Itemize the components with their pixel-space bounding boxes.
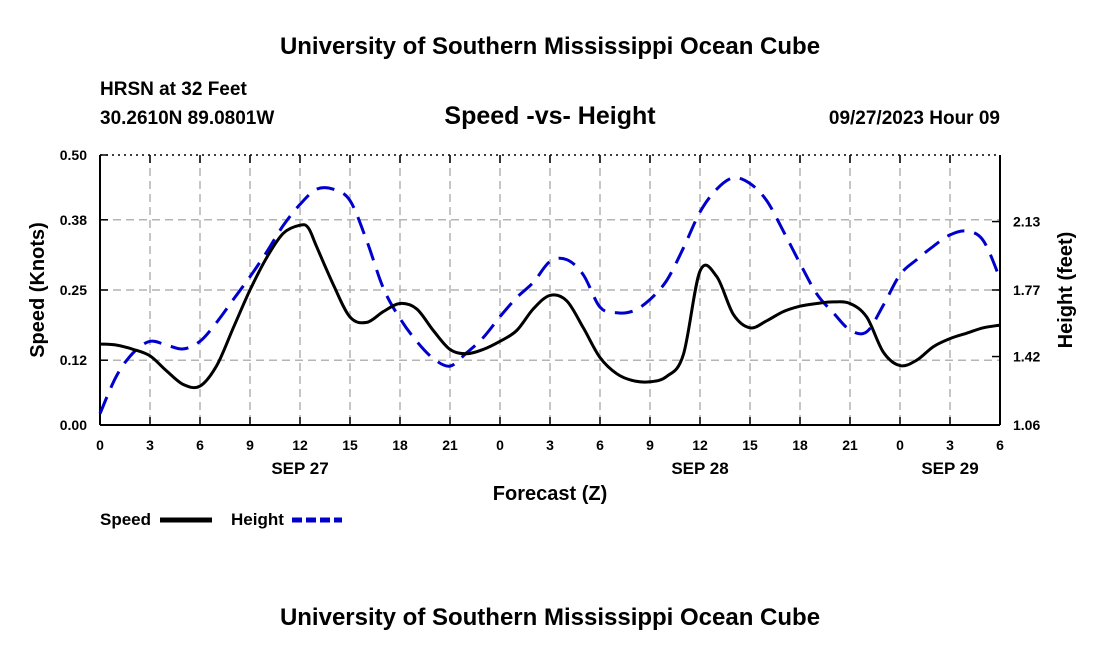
height-series-line	[98, 176, 1002, 415]
x-tick-label: 0	[96, 437, 104, 453]
x-tick-label: 9	[246, 437, 254, 453]
x-tick-label: 21	[842, 437, 858, 453]
station-label: HRSN at 32 Feet	[100, 79, 247, 100]
legend: Speed Height	[100, 510, 342, 529]
y-tick-label: 0.38	[60, 212, 87, 228]
x-tick-label: 18	[392, 437, 408, 453]
plot-title: Speed -vs- Height	[444, 102, 656, 130]
x-tick-label: 15	[742, 437, 758, 453]
x-tick-label: 6	[596, 437, 604, 453]
x-tick-label: 3	[946, 437, 954, 453]
y-tick-label: 0.12	[60, 352, 87, 368]
x-tick-label: 6	[996, 437, 1004, 453]
y2-tick-label: 1.42	[1013, 349, 1040, 365]
y2-axis-label: Height (feet)	[1055, 232, 1077, 349]
x-tick-label: 3	[146, 437, 154, 453]
y2-tick-label: 1.06	[1013, 417, 1040, 433]
x-tick-label: 3	[546, 437, 554, 453]
y-tick-label: 0.25	[60, 282, 87, 298]
y2-tick-labels: 1.06 1.42 1.77 2.13	[1013, 214, 1040, 433]
x-tick-label: 15	[342, 437, 358, 453]
x-tick-labels: 0 3 6 9 12 15 18 21 0 3 6 9 12 15 18 21 0 3 6	[96, 437, 1004, 453]
y-tick-labels: 0.00 0.12 0.25 0.38 0.50	[60, 147, 87, 433]
x-tick-label: 21	[442, 437, 458, 453]
grid-lines	[100, 155, 1000, 425]
y-tick-label: 0.00	[60, 417, 87, 433]
day-label: SEP 29	[921, 459, 978, 478]
y-tick-label: 0.50	[60, 147, 87, 163]
x-axis-label: Forecast (Z)	[493, 483, 607, 505]
legend-height-label: Height	[231, 510, 284, 529]
y-axis-label: Speed (Knots)	[27, 222, 49, 358]
speed-series-line	[99, 223, 1001, 390]
day-label: SEP 28	[671, 459, 728, 478]
y2-tick-label: 2.13	[1013, 214, 1040, 230]
location-label: 30.2610N 89.0801W	[100, 108, 274, 129]
x-tick-label: 18	[792, 437, 808, 453]
x-tick-label: 0	[896, 437, 904, 453]
day-label: SEP 27	[271, 459, 328, 478]
legend-speed-label: Speed	[100, 510, 151, 529]
x-tick-label: 12	[692, 437, 708, 453]
datetime-label: 09/27/2023 Hour 09	[829, 108, 1000, 129]
day-labels: SEP 27 SEP 28 SEP 29	[271, 459, 978, 478]
axis-ticks	[99, 154, 1001, 426]
x-tick-label: 6	[196, 437, 204, 453]
y2-tick-label: 1.77	[1013, 282, 1040, 298]
footer-title: University of Southern Mississippi Ocean…	[280, 604, 820, 631]
page-title: University of Southern Mississippi Ocean…	[280, 33, 820, 60]
x-tick-label: 0	[496, 437, 504, 453]
x-tick-label: 9	[646, 437, 654, 453]
x-tick-label: 12	[292, 437, 308, 453]
